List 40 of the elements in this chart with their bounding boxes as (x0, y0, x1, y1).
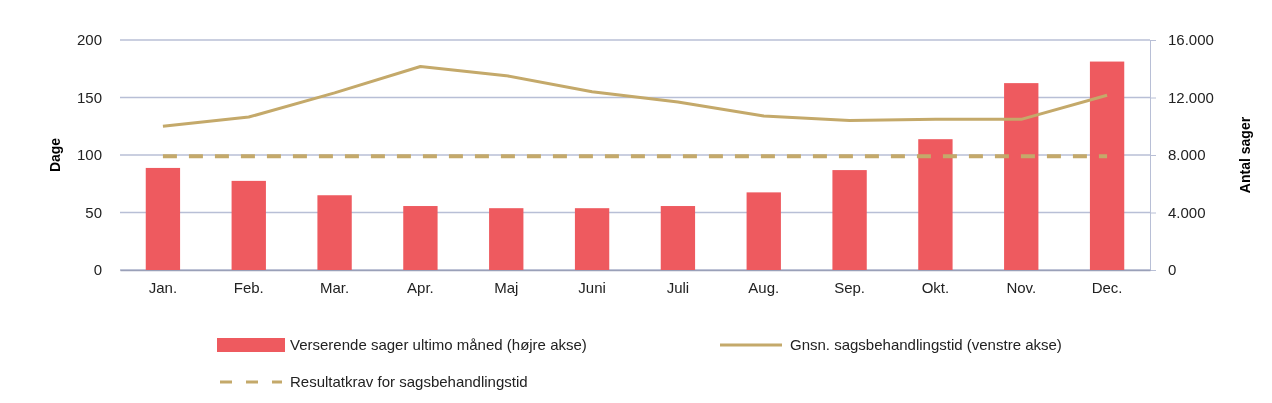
y2-tick-label: 12.000 (1168, 88, 1214, 106)
y-tick-label: 150 (76, 88, 102, 106)
x-tick-label: Mar. (319, 278, 350, 296)
x-tick-label: Juni (578, 278, 606, 296)
bar (1089, 61, 1125, 270)
x-tick-label: Apr. (407, 278, 434, 296)
x-tick-label: Nov. (1006, 278, 1037, 296)
y-tick-label: 200 (76, 31, 102, 49)
x-tick-label: Feb. (233, 278, 264, 296)
y2-tick-label: 0 (1168, 261, 1177, 279)
x-tick-label: Aug. (748, 278, 780, 296)
legend-label: Verserende sager ultimo måned (højre akse) (290, 336, 587, 353)
line-series (161, 64, 1109, 128)
y2-tick-label: 4.000 (1168, 203, 1206, 221)
bar (746, 192, 781, 270)
x-tick-label: Jan. (148, 278, 178, 296)
x-tick-label: Sep. (834, 278, 866, 296)
bar (918, 139, 953, 270)
y2-tick-label: 8.000 (1168, 146, 1206, 164)
legend-label: Gnsn. sagsbehandlingstid (venstre akse) (790, 336, 1062, 353)
legend-label: Resultatkrav for sagsbehandlingstid (290, 373, 528, 390)
y-tick-label: 0 (93, 261, 102, 279)
y2-tick-label: 16.000 (1168, 31, 1214, 49)
bar (231, 180, 266, 270)
bar (145, 167, 181, 270)
y-tick-label: 50 (85, 203, 102, 221)
bar (317, 195, 352, 270)
bar (489, 208, 524, 270)
bar (1004, 83, 1039, 270)
y2-axis-title: Antal sager (1237, 116, 1253, 194)
y-tick-label: 100 (76, 146, 102, 164)
bar (660, 206, 696, 270)
y-axis-title: Dage (47, 137, 63, 173)
x-tick-label: Okt. (921, 278, 950, 296)
x-tick-label: Juli (666, 278, 690, 296)
x-tick-label: Dec. (1091, 278, 1123, 296)
bar (403, 206, 438, 270)
bar (832, 170, 867, 270)
bar (574, 208, 610, 270)
x-tick-label: Maj (494, 278, 519, 296)
